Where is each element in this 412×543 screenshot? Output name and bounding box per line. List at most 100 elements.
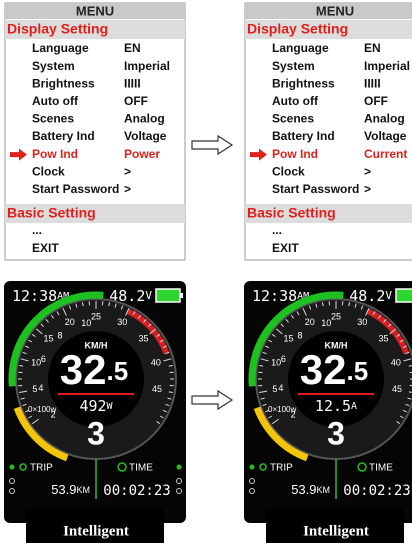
voltage-unit: V xyxy=(385,289,392,302)
gauge-tick xyxy=(147,323,152,328)
row-label: System xyxy=(32,59,75,73)
gauge-tick xyxy=(162,345,167,349)
row-value: Voltage xyxy=(364,129,407,143)
trip: 53.9KM xyxy=(51,482,90,497)
gauge-tick xyxy=(163,358,172,362)
voltage: 48.2V xyxy=(349,287,392,305)
row-label: Language xyxy=(272,41,329,55)
gauge-tick xyxy=(167,397,172,400)
gauge-tick xyxy=(19,390,28,394)
gauge-tick xyxy=(271,418,279,425)
section-title: Display Setting xyxy=(7,21,108,37)
gauge-tick xyxy=(20,358,29,362)
gauge-tick xyxy=(168,391,173,394)
menu-header xyxy=(5,3,185,19)
gauge-tick xyxy=(403,358,412,362)
gauge-tick xyxy=(275,328,283,335)
trip-value: 53.9 xyxy=(51,482,76,497)
speed-int: 32 xyxy=(60,346,107,393)
gauge-tick xyxy=(168,364,173,367)
mode-bar xyxy=(266,509,404,543)
clock: 12:38AM xyxy=(252,287,309,305)
status-dot xyxy=(9,478,15,484)
row-value: EN xyxy=(124,41,141,55)
row-label: Scenes xyxy=(32,112,74,126)
gauge-tick xyxy=(354,303,357,308)
power-scale-label: 2 xyxy=(51,409,56,419)
gauge-tick xyxy=(31,418,39,425)
time-icon xyxy=(357,462,367,472)
gauge-tick xyxy=(387,323,392,328)
power-scale: 0×100w xyxy=(268,405,296,414)
row-value: EN xyxy=(364,41,381,55)
status-dot xyxy=(249,478,255,484)
time-icon xyxy=(117,462,127,472)
gauge-tick xyxy=(165,403,170,407)
speed-scale-label: 45 xyxy=(152,384,162,394)
speed-scale-label: 25 xyxy=(91,311,101,321)
trip-unit: KM xyxy=(317,485,331,495)
battery-tip xyxy=(180,293,183,298)
gauge-tick xyxy=(114,303,117,308)
power: 492W xyxy=(79,397,113,415)
gauge-tick xyxy=(159,339,164,343)
speed-scale-label: 15 xyxy=(283,334,293,344)
gauge-tick xyxy=(132,311,136,316)
gauge-arc-red xyxy=(126,308,170,355)
gauge-tick xyxy=(308,305,312,310)
speed-scale-label: 15 xyxy=(43,334,53,344)
gauge-tick xyxy=(120,305,124,310)
power-scale-label: 10 xyxy=(321,318,331,328)
row-label: Start Password xyxy=(272,182,359,196)
gauge-tick xyxy=(365,308,370,316)
gauge-tick xyxy=(125,308,130,316)
speed-scale-label: 40 xyxy=(151,357,161,367)
section-bar xyxy=(245,204,412,223)
gauge-tick xyxy=(296,311,300,316)
gauge-tick xyxy=(268,339,273,343)
gauge-tick xyxy=(165,351,170,355)
row-value: Analog xyxy=(124,112,165,126)
gauge-tick xyxy=(25,345,30,349)
gauge-tick xyxy=(108,302,111,307)
gauge-tick xyxy=(265,409,270,413)
speed-scale-label: 40 xyxy=(391,357,401,367)
gauge-tick xyxy=(35,328,43,335)
gauge-tick xyxy=(75,303,78,308)
time-label: TIME xyxy=(369,463,393,474)
gauge-tick xyxy=(25,409,30,413)
gear: 3 xyxy=(327,415,345,451)
battery-icon xyxy=(155,288,181,303)
speed-scale-label: 35 xyxy=(138,334,148,344)
gauge-tick xyxy=(399,339,404,343)
mode: Intelligent xyxy=(63,523,129,539)
gauge-tick xyxy=(407,397,412,400)
trip-icon xyxy=(259,463,267,471)
row-value: IIIII xyxy=(124,76,141,90)
gauge-tick xyxy=(50,314,54,319)
row-value: Imperial xyxy=(124,59,170,73)
power-scale-label: 8 xyxy=(297,330,302,340)
speed-decimal: .5 xyxy=(107,356,129,386)
gauge-tick xyxy=(396,333,401,337)
speed: 32.5 xyxy=(60,346,128,393)
speed-scale-label: 30 xyxy=(117,317,127,327)
speed-scale-label: 35 xyxy=(378,334,388,344)
exit: EXIT xyxy=(32,241,59,255)
row-value: IIIII xyxy=(364,76,381,90)
row-label: Brightness xyxy=(32,76,95,90)
battery-icon xyxy=(395,288,412,303)
clock: 12:38AM xyxy=(12,287,69,305)
gauge-tick xyxy=(271,333,276,337)
gauge-tick xyxy=(396,421,401,425)
dashboard: 12:38AM 48.2V 5 10 15 20 25 30 35 40 45 2 4 6 8 10 0×100… xyxy=(244,281,412,543)
gauge-tick xyxy=(280,323,285,328)
speed: 32.5 xyxy=(300,346,368,393)
gauge-tick xyxy=(399,415,404,419)
gauge-tick xyxy=(408,365,412,367)
speed-scale-label: 25 xyxy=(331,311,341,321)
gauge-tick xyxy=(315,303,318,308)
gauge-tick xyxy=(19,364,24,367)
gauge-tick xyxy=(56,311,60,316)
status-dot xyxy=(9,488,15,494)
